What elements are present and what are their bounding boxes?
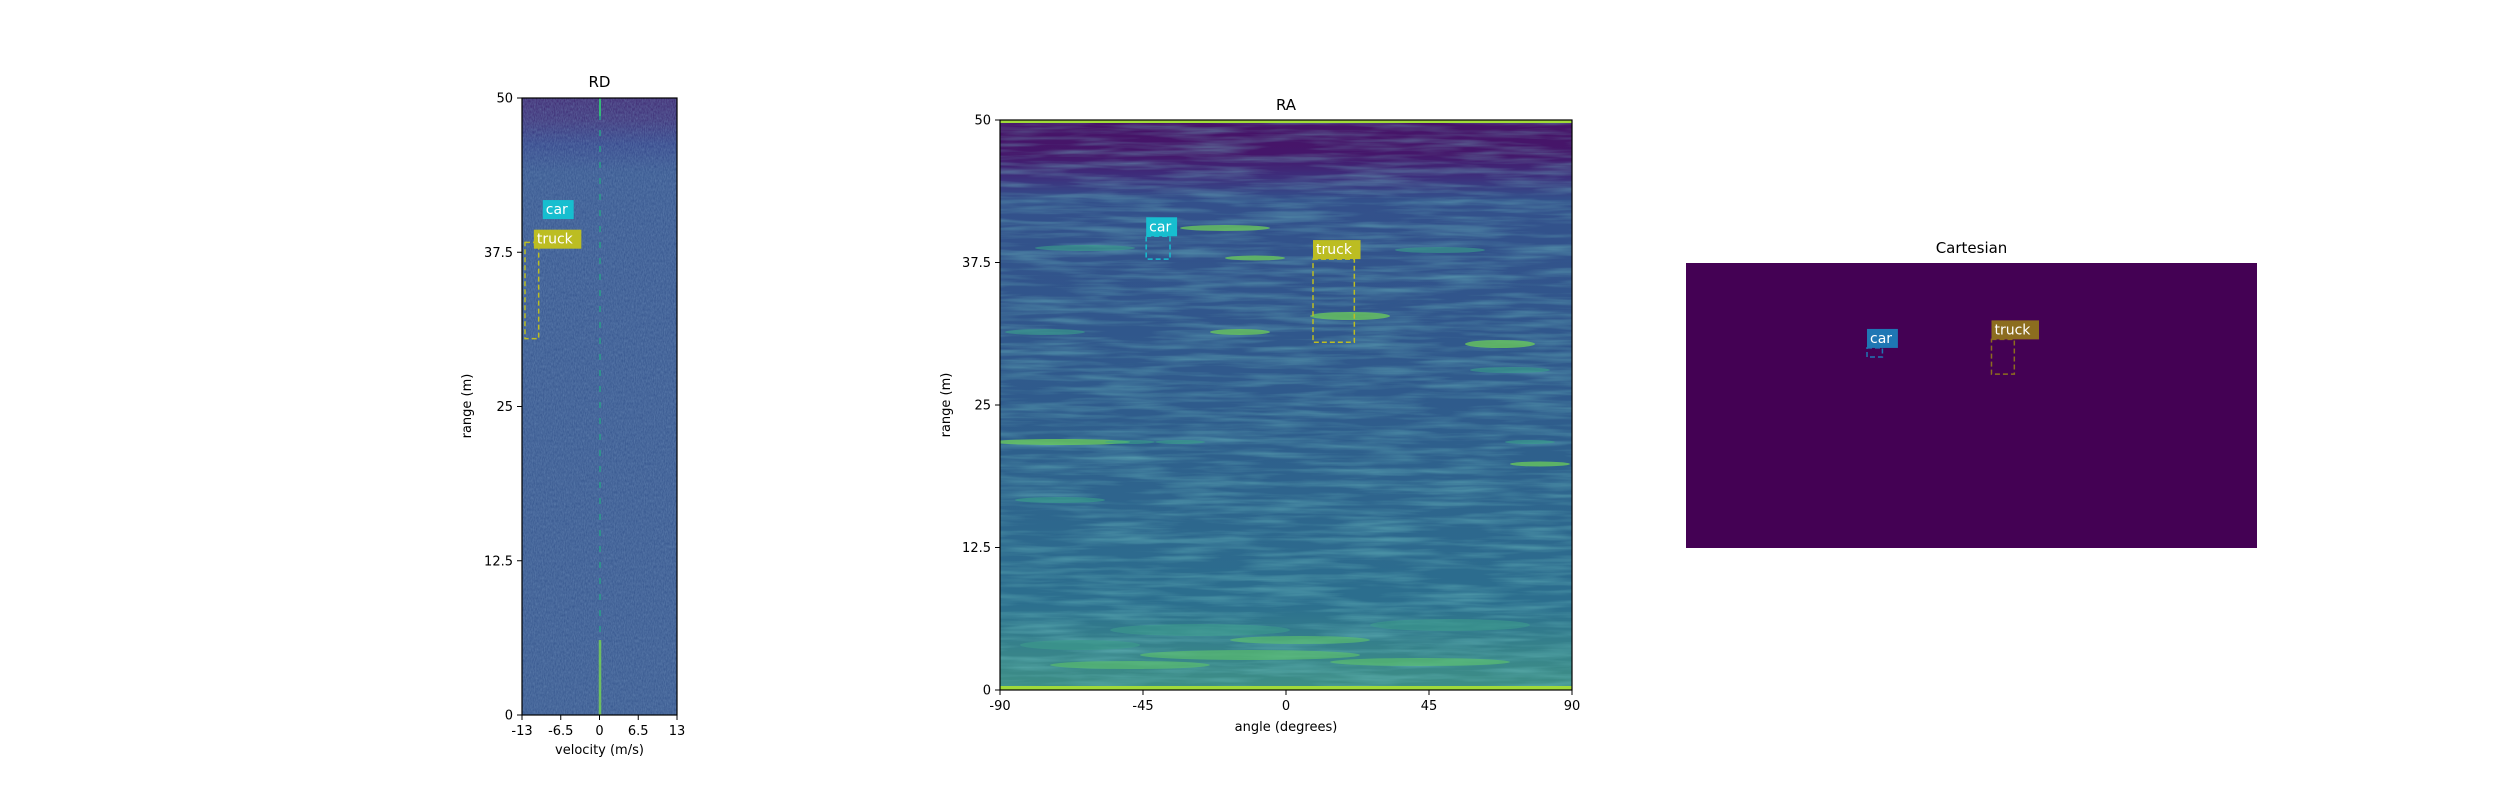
cartesian-image xyxy=(1686,263,2257,548)
ra-ytick-label: 25 xyxy=(974,399,991,414)
ra-ytick-label: 37.5 xyxy=(962,256,991,271)
ra-panel: RA angle (degrees) range (m) -90 -45 0 45 90… xyxy=(939,96,1580,735)
rd-truck-label: truck xyxy=(537,232,574,248)
ra-heatmap xyxy=(1000,120,1572,690)
rd-xlabel: velocity (m/s) xyxy=(555,743,644,758)
ra-xtick-label: 45 xyxy=(1421,699,1438,714)
rd-xtick-label: 6.5 xyxy=(628,724,649,739)
cartesian-car-bbox xyxy=(1866,347,1884,358)
rd-title: RD xyxy=(589,73,611,91)
cartesian-car-label-bg xyxy=(1867,328,1898,348)
ra-ytick-label: 0 xyxy=(983,684,991,699)
ra-xtick-label: 90 xyxy=(1564,699,1581,714)
rd-ylabel: range (m) xyxy=(460,374,475,439)
rd-xtick-label: -13 xyxy=(511,724,532,739)
ra-car-label-bg xyxy=(1146,217,1178,237)
rd-ytick-label: 0 xyxy=(505,709,513,724)
rd-truck-label-bg xyxy=(533,229,582,249)
cartesian-truck-label-bg xyxy=(1991,320,2039,340)
rd-ytick-label: 37.5 xyxy=(484,246,513,261)
ra-xtick-label: 0 xyxy=(1282,699,1290,714)
ra-ylabel: range (m) xyxy=(939,373,954,438)
ra-car-label: car xyxy=(1149,219,1171,235)
rd-ytick-label: 12.5 xyxy=(484,554,513,569)
ra-xtick-label: -90 xyxy=(989,699,1010,714)
cartesian-panel: Cartesian car truck xyxy=(1686,239,2257,548)
ra-xtick-label: -45 xyxy=(1132,699,1153,714)
rd-xtick-label: -6.5 xyxy=(548,724,573,739)
ra-ytick-label: 12.5 xyxy=(962,541,991,556)
cartesian-title: Cartesian xyxy=(1936,239,2008,257)
rd-xtick-label: 13 xyxy=(669,724,686,739)
rd-heatmap xyxy=(522,98,677,715)
rd-xtick-label: 0 xyxy=(595,724,603,739)
rd-ytick-label: 25 xyxy=(496,400,513,415)
rd-car-label: car xyxy=(546,202,568,218)
rd-panel: RD velocity (m/s) range (m) -13 -6.5 0 6.5 1… xyxy=(460,73,685,758)
ra-xlabel: angle (degrees) xyxy=(1235,720,1338,735)
rd-car-label-bg xyxy=(542,200,574,220)
rd-truck-bbox xyxy=(524,241,540,340)
ra-truck-label: truck xyxy=(1316,242,1353,258)
ra-ytick-label: 50 xyxy=(974,114,991,129)
cartesian-truck-label: truck xyxy=(1994,322,2031,338)
ra-truck-label-bg xyxy=(1313,240,1361,260)
ra-title: RA xyxy=(1276,96,1297,114)
cartesian-car-label: car xyxy=(1870,331,1892,347)
rd-ytick-label: 50 xyxy=(496,92,513,107)
